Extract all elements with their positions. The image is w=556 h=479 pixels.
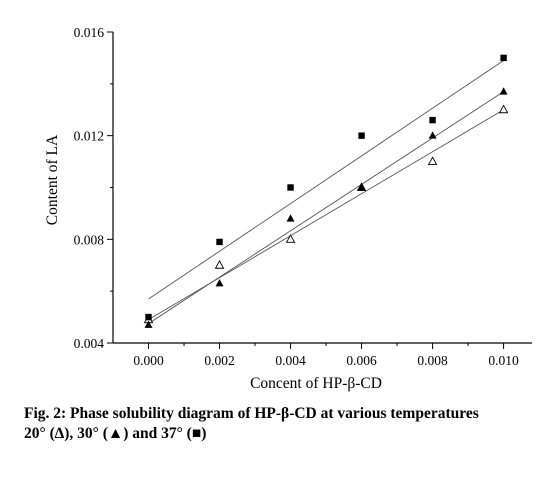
caption-title: Fig. 2: Phase solubility diagram of HP-β…: [24, 405, 479, 422]
x-tick-label: 0.010: [488, 353, 519, 368]
y-tick-label: 0.016: [74, 25, 105, 40]
x-tick-label: 0.008: [417, 353, 448, 368]
x-axis-label: Concent of HP-β-CD: [250, 375, 382, 392]
square-point: [500, 54, 507, 62]
square-point: [216, 238, 223, 246]
filled-triangle-point: [215, 279, 224, 287]
fit-line: [148, 109, 504, 321]
square-point: [358, 132, 365, 139]
y-tick-label: 0.008: [74, 232, 105, 247]
open-triangle-point: [285, 234, 296, 243]
open-triangle-point: [427, 156, 438, 166]
square-point: [429, 116, 436, 124]
fit-lines: [148, 60, 504, 324]
y-tick-label: 0.012: [74, 129, 104, 144]
caption-legend: 20° (∆), 30° (▲) and 37° (■): [24, 425, 207, 442]
y-axis-label: Content of LA: [44, 134, 61, 225]
x-tick-label: 0.004: [275, 353, 306, 368]
fit-line: [148, 91, 504, 324]
square-point: [287, 184, 294, 191]
filled-triangle-point: [286, 214, 295, 222]
x-tick-label: 0.002: [204, 353, 234, 368]
chart-axes: 0.000 0.002 0.004 0.006 0.008 0.010 0.004 0.008…: [74, 25, 532, 368]
filled-triangle-point: [357, 183, 366, 191]
figure-caption: Fig. 2: Phase solubility diagram of HP-β…: [24, 404, 550, 444]
fit-line: [148, 60, 504, 300]
data-points: [143, 54, 509, 328]
y-tick-label: 0.004: [74, 336, 105, 351]
filled-triangle-point: [144, 320, 153, 328]
x-tick-label: 0.006: [346, 353, 377, 368]
open-triangle-point: [214, 260, 225, 269]
square-point: [145, 313, 152, 321]
x-tick-label: 0.000: [133, 353, 164, 368]
phase-solubility-chart: 0.000 0.002 0.004 0.006 0.008 0.010 0.004 0.008…: [44, 25, 532, 392]
filled-triangle-point: [428, 131, 437, 139]
filled-triangle-point: [499, 87, 508, 95]
open-triangle-point: [498, 104, 509, 114]
